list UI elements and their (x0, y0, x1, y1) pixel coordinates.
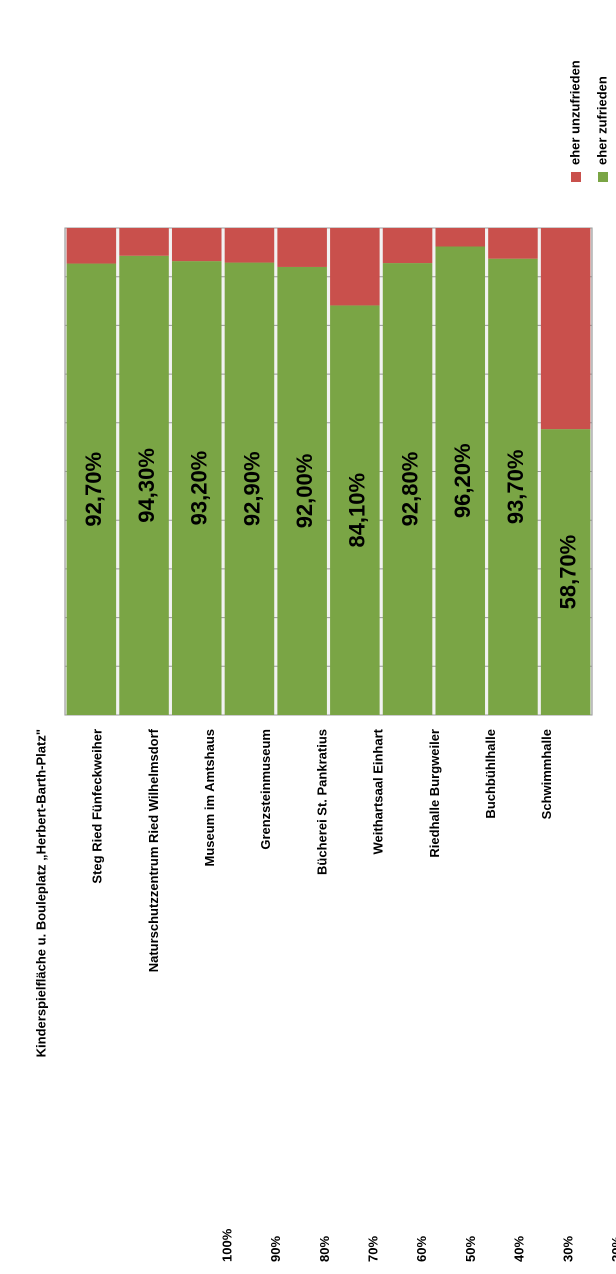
value-label: 84,10% (345, 473, 370, 548)
bar-segment (277, 228, 327, 267)
bar-segment (382, 228, 433, 264)
value-label: 96,20% (450, 443, 475, 518)
bar-segment (540, 228, 591, 430)
x-tick-label: Steg Ried Fünfeckweiher (90, 729, 105, 884)
value-label: 92,70% (81, 452, 106, 527)
bar-segment (330, 228, 380, 306)
bar-segment (66, 228, 117, 264)
x-tick-label: Kinderspielfläche u. Bouleplatz „Herbert… (33, 729, 48, 1057)
x-tick-label: Museum im Amtshaus (202, 729, 217, 867)
bar-segment (277, 266, 327, 715)
value-label: 93,20% (187, 451, 212, 526)
value-label: 93,70% (503, 450, 528, 525)
legend-swatch (571, 172, 581, 182)
legend-label: eher zufrieden (594, 76, 609, 165)
y-tick-label: 60% (414, 1236, 429, 1262)
y-tick-label: 20% (609, 1236, 616, 1262)
x-tick-label: Weithartsaal Einhart (371, 728, 386, 854)
bar-segment (119, 255, 169, 715)
bar-segment (330, 305, 380, 715)
y-tick-label: 40% (512, 1236, 527, 1262)
bar-segment (171, 228, 222, 262)
x-tick-label: Buchbühlhalle (483, 729, 498, 819)
x-tick-label: Naturschutzzentrum Ried Wilhelmsdorf (146, 728, 161, 972)
bar-segment (435, 246, 486, 716)
bar-segment (488, 258, 538, 715)
x-tick-label: Riedhalle Burgweiler (427, 729, 442, 858)
bar-segment (66, 263, 117, 715)
y-tick-label: 50% (463, 1236, 478, 1262)
y-tick-label: 30% (560, 1236, 575, 1262)
value-label: 92,90% (239, 451, 264, 526)
x-tick-label: Bücherei St. Pankratius (314, 729, 329, 875)
value-label: 58,70% (555, 535, 580, 610)
y-tick-label: 100% (219, 1228, 234, 1262)
bar-segment (224, 262, 275, 715)
y-tick-label: 70% (366, 1236, 381, 1262)
legend-label: eher unzufrieden (567, 60, 582, 165)
bar-segment (382, 263, 433, 715)
y-tick-label: 90% (268, 1236, 283, 1262)
bar-segment (171, 261, 222, 715)
value-label: 92,00% (292, 454, 317, 529)
y-tick-label: 80% (317, 1236, 332, 1262)
bar-segment (540, 429, 591, 715)
x-tick-label: Grenzsteinmuseum (258, 729, 273, 850)
value-label: 94,30% (134, 448, 159, 523)
legend-swatch (598, 172, 608, 182)
value-label: 92,80% (397, 452, 422, 527)
x-tick-label: Schwimmhalle (539, 729, 554, 819)
bar-segment (435, 228, 486, 247)
bar-segment (119, 228, 169, 256)
bar-segment (224, 228, 275, 263)
bar-segment (488, 228, 538, 259)
